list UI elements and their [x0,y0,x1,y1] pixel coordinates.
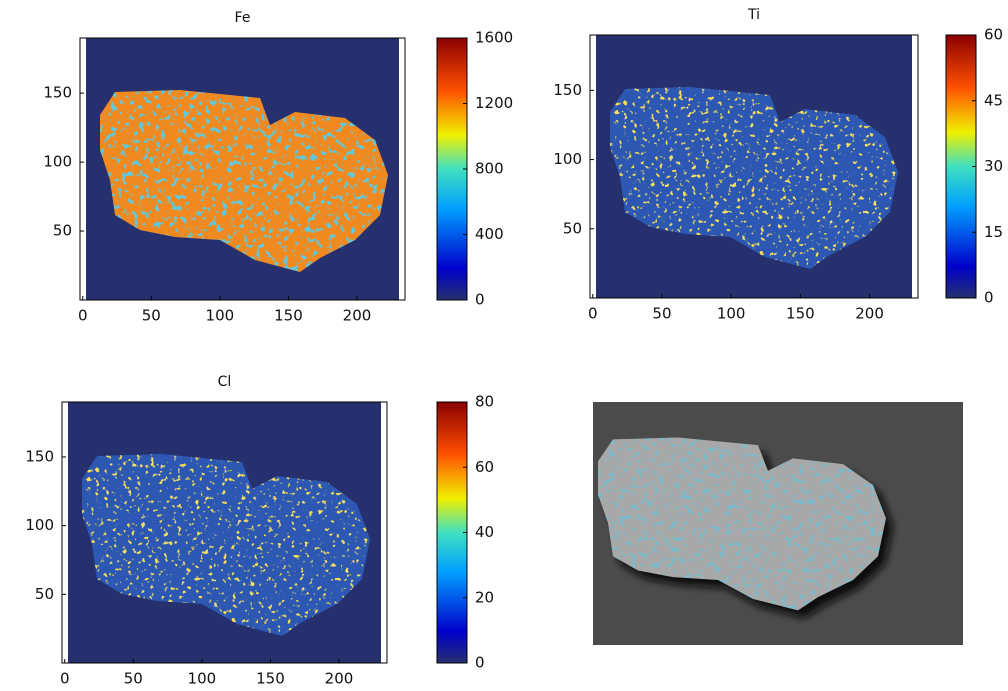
colorbar-tick-label: 40 [475,523,494,541]
photo [593,402,963,645]
x-tick-label: 200 [855,305,884,323]
x-tick-label: 150 [274,307,303,325]
x-tick-label: 100 [717,305,746,323]
colorbar-tick-label: 0 [475,654,485,672]
image-margin [62,402,68,663]
x-tick-label: 150 [786,305,815,323]
heatmap-panel: Cl 0 50 100 150 200 50 100 150 0 20 40 60 80 [25,374,494,688]
x-tick-label: 50 [124,670,143,688]
axes-frame [79,37,406,301]
colorbar-tick-label: 80 [475,393,494,411]
colorbar [436,401,468,664]
colorbar-tick-label: 1600 [475,29,513,47]
colorbar-tick-label: 30 [984,157,1003,175]
x-tick-label: 0 [588,305,598,323]
y-tick-label: 100 [43,153,72,171]
y-tick-label: 50 [53,222,72,240]
x-tick-label: 100 [206,307,235,325]
colorbar [945,34,977,299]
axes-frame [589,34,919,299]
y-tick-label: 100 [553,150,582,168]
x-tick-label: 50 [652,305,671,323]
colorbar-tick-label: 400 [475,225,504,243]
x-tick-label: 150 [256,670,285,688]
x-tick-label: 0 [60,670,70,688]
colorbar-tick-label: 0 [475,291,485,309]
y-tick-label: 150 [553,81,582,99]
image-margin [381,402,387,663]
colorbar-tick-label: 800 [475,160,504,178]
y-tick-label: 50 [35,585,54,603]
colorbar [436,37,468,301]
y-tick-label: 100 [25,516,54,534]
colorbar-tick-label: 15 [984,223,1003,241]
colorbar-tick-label: 60 [475,458,494,476]
colorbar-tick-label: 45 [984,91,1003,109]
image-margin [80,38,86,300]
axes-frame [61,401,388,664]
chart-title: Ti [747,7,760,23]
colorbar-tick-label: 1200 [475,94,513,112]
image-margin [912,35,918,298]
x-tick-label: 100 [188,670,217,688]
heatmap-panel: Fe 0 50 100 150 200 50 100 150 0 400 800 1200 1600 [43,10,513,325]
chart-title: Fe [235,10,251,26]
y-tick-label: 150 [43,84,72,102]
image-margin [399,38,405,300]
colorbar-tick-label: 0 [984,289,994,307]
x-tick-label: 200 [343,307,372,325]
colorbar-tick-label: 60 [984,26,1003,44]
y-tick-label: 50 [563,219,582,237]
heatmap-panel: Ti 0 50 100 150 200 50 100 150 0 15 30 45 60 [553,7,1003,323]
x-tick-label: 50 [142,307,161,325]
chart-title: Cl [218,374,232,390]
colorbar-tick-label: 20 [475,588,494,606]
x-tick-label: 0 [78,307,88,325]
x-tick-label: 200 [325,670,354,688]
image-margin [590,35,596,298]
y-tick-label: 150 [25,447,54,465]
